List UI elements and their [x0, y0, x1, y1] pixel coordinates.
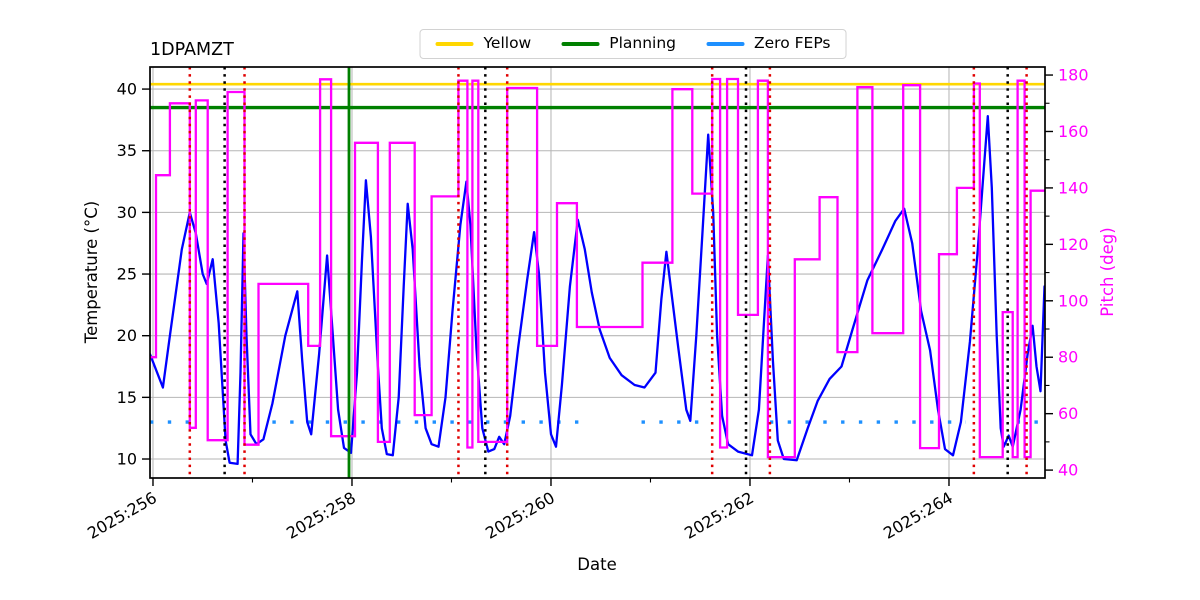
- svg-text:180: 180: [1058, 66, 1089, 85]
- legend-label: Zero FEPs: [754, 34, 831, 52]
- svg-text:35: 35: [117, 141, 137, 160]
- limit-lines: [150, 82, 1045, 110]
- event-vlines: [188, 67, 1028, 478]
- svg-text:2025:260: 2025:260: [482, 488, 558, 543]
- y-axis-label-right: Pitch (deg): [1098, 227, 1117, 316]
- svg-text:15: 15: [117, 388, 137, 407]
- svg-text:160: 160: [1058, 122, 1089, 141]
- svg-text:120: 120: [1058, 235, 1089, 254]
- temperature-line: [150, 115, 1045, 466]
- axes-frame: [149, 66, 1046, 479]
- tick-marks: [142, 74, 1053, 486]
- legend-label: Planning: [609, 34, 677, 52]
- legend-item-yellow: Yellow: [435, 34, 532, 52]
- svg-text:40: 40: [1058, 461, 1078, 480]
- legend: Yellow Planning Zero FEPs: [419, 29, 847, 59]
- svg-text:20: 20: [117, 326, 137, 345]
- svg-text:30: 30: [117, 203, 137, 222]
- planning-limit-swatch: [561, 41, 600, 46]
- pitch-line: [150, 77, 1045, 459]
- zero-feps-swatch: [706, 41, 745, 46]
- y-axis-label-left: Temperature (°C): [82, 201, 101, 344]
- svg-text:10: 10: [117, 450, 137, 469]
- legend-item-planning: Planning: [561, 34, 677, 52]
- x-axis-label: Date: [577, 555, 616, 574]
- yellow-limit-swatch: [435, 41, 474, 46]
- svg-text:2025:264: 2025:264: [880, 488, 956, 543]
- svg-text:60: 60: [1058, 404, 1078, 423]
- svg-text:140: 140: [1058, 178, 1089, 197]
- svg-text:2025:256: 2025:256: [84, 488, 160, 543]
- svg-text:2025:262: 2025:262: [681, 488, 757, 543]
- svg-text:25: 25: [117, 265, 137, 284]
- svg-text:80: 80: [1058, 348, 1078, 367]
- plot-title: 1DPAMZT: [150, 40, 234, 60]
- grid-layer: [150, 67, 1045, 478]
- legend-item-zero-feps: Zero FEPs: [706, 34, 831, 52]
- legend-label: Yellow: [483, 34, 532, 52]
- svg-text:2025:258: 2025:258: [283, 488, 359, 543]
- svg-text:40: 40: [117, 80, 137, 99]
- svg-text:100: 100: [1058, 291, 1089, 310]
